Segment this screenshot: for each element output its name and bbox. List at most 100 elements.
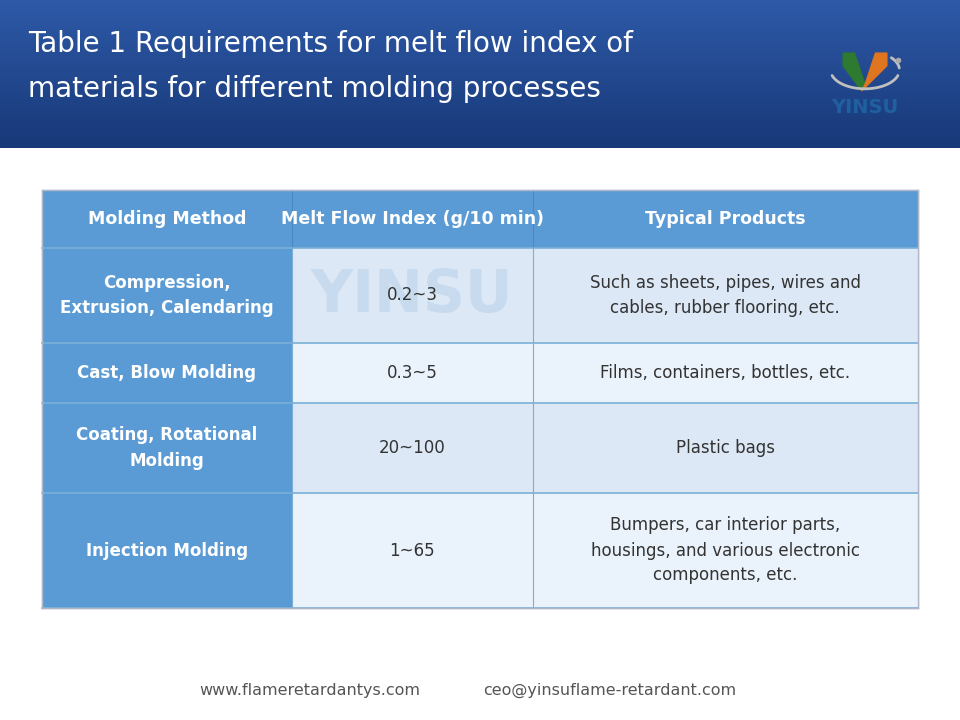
Bar	[0, 114, 960, 115]
Bar	[0, 17, 960, 19]
Bar	[0, 6, 960, 8]
Bar	[0, 102, 960, 103]
Bar	[0, 76, 960, 78]
Bar	[0, 107, 960, 108]
Bar	[0, 37, 960, 38]
Bar	[0, 127, 960, 129]
Bar	[0, 66, 960, 68]
Bar	[0, 53, 960, 54]
Bar	[0, 122, 960, 123]
Bar	[0, 2, 960, 4]
Bar	[0, 138, 960, 140]
Bar	[0, 9, 960, 10]
Bar	[42, 343, 918, 403]
Bar	[0, 94, 960, 96]
Bar	[0, 125, 960, 126]
Bar	[42, 403, 292, 493]
Bar	[0, 9, 960, 11]
Bar	[0, 130, 960, 132]
Bar	[0, 45, 960, 47]
Bar	[0, 43, 960, 45]
Bar	[0, 71, 960, 72]
Bar	[0, 73, 960, 75]
Bar	[0, 42, 960, 44]
Bar	[0, 48, 960, 49]
Text: Films, containers, bottles, etc.: Films, containers, bottles, etc.	[600, 364, 851, 382]
Bar	[0, 4, 960, 5]
Text: Melt Flow Index (g/10 min): Melt Flow Index (g/10 min)	[280, 210, 543, 228]
Bar	[0, 112, 960, 113]
Text: Cast, Blow Molding: Cast, Blow Molding	[78, 364, 256, 382]
Bar	[0, 50, 960, 51]
Bar	[0, 96, 960, 97]
Text: Injection Molding: Injection Molding	[85, 541, 248, 559]
Bar	[0, 115, 960, 117]
Text: Molding Method: Molding Method	[87, 210, 246, 228]
Bar	[0, 99, 960, 100]
Bar	[0, 19, 960, 20]
Bar	[0, 99, 960, 101]
Bar	[0, 47, 960, 48]
Text: Plastic bags: Plastic bags	[676, 439, 775, 457]
Bar	[0, 6, 960, 7]
Bar	[0, 40, 960, 41]
Bar	[0, 73, 960, 74]
Bar	[0, 11, 960, 12]
Bar	[0, 140, 960, 141]
Text: Coating, Rotational
Molding: Coating, Rotational Molding	[76, 426, 257, 469]
Bar	[0, 89, 960, 90]
Bar	[0, 14, 960, 16]
Bar	[0, 63, 960, 64]
Bar	[0, 14, 960, 15]
Polygon shape	[862, 53, 887, 91]
Bar	[0, 45, 960, 46]
Bar	[0, 34, 960, 35]
Bar	[0, 102, 960, 104]
Bar	[0, 106, 960, 107]
Bar	[42, 248, 292, 343]
Bar	[0, 29, 960, 30]
Bar	[0, 128, 960, 130]
Bar	[0, 12, 960, 14]
Bar	[0, 50, 960, 52]
Bar	[0, 117, 960, 118]
Bar	[0, 97, 960, 99]
Bar	[0, 88, 960, 89]
Bar	[0, 84, 960, 85]
Bar	[0, 68, 960, 70]
Bar	[0, 132, 960, 134]
Bar	[0, 0, 960, 1]
Bar	[0, 86, 960, 88]
Bar	[0, 109, 960, 111]
Bar	[0, 55, 960, 56]
Bar	[0, 143, 960, 144]
Bar	[0, 65, 960, 66]
Text: Compression,
Extrusion, Calendaring: Compression, Extrusion, Calendaring	[60, 274, 274, 317]
Bar	[0, 58, 960, 59]
Bar	[0, 83, 960, 84]
Bar	[0, 101, 960, 102]
Text: ceo@yinsuflame-retardant.com: ceo@yinsuflame-retardant.com	[484, 683, 736, 698]
Bar	[0, 20, 960, 22]
Bar	[0, 22, 960, 23]
Bar	[0, 94, 960, 95]
Bar	[0, 55, 960, 57]
Bar	[0, 120, 960, 121]
Bar	[0, 137, 960, 138]
Bar	[0, 37, 960, 39]
Bar	[0, 30, 960, 31]
Bar	[0, 107, 960, 109]
Bar	[0, 84, 960, 86]
Bar	[0, 124, 960, 125]
Bar	[0, 119, 960, 120]
Bar	[0, 122, 960, 124]
Bar	[0, 79, 960, 81]
Text: Typical Products: Typical Products	[645, 210, 805, 228]
Text: 0.2~3: 0.2~3	[387, 287, 438, 305]
Bar	[42, 493, 918, 608]
Text: YINSU: YINSU	[311, 267, 514, 324]
Bar	[0, 53, 960, 55]
Bar	[0, 142, 960, 143]
Bar	[0, 145, 960, 146]
Bar	[0, 78, 960, 79]
